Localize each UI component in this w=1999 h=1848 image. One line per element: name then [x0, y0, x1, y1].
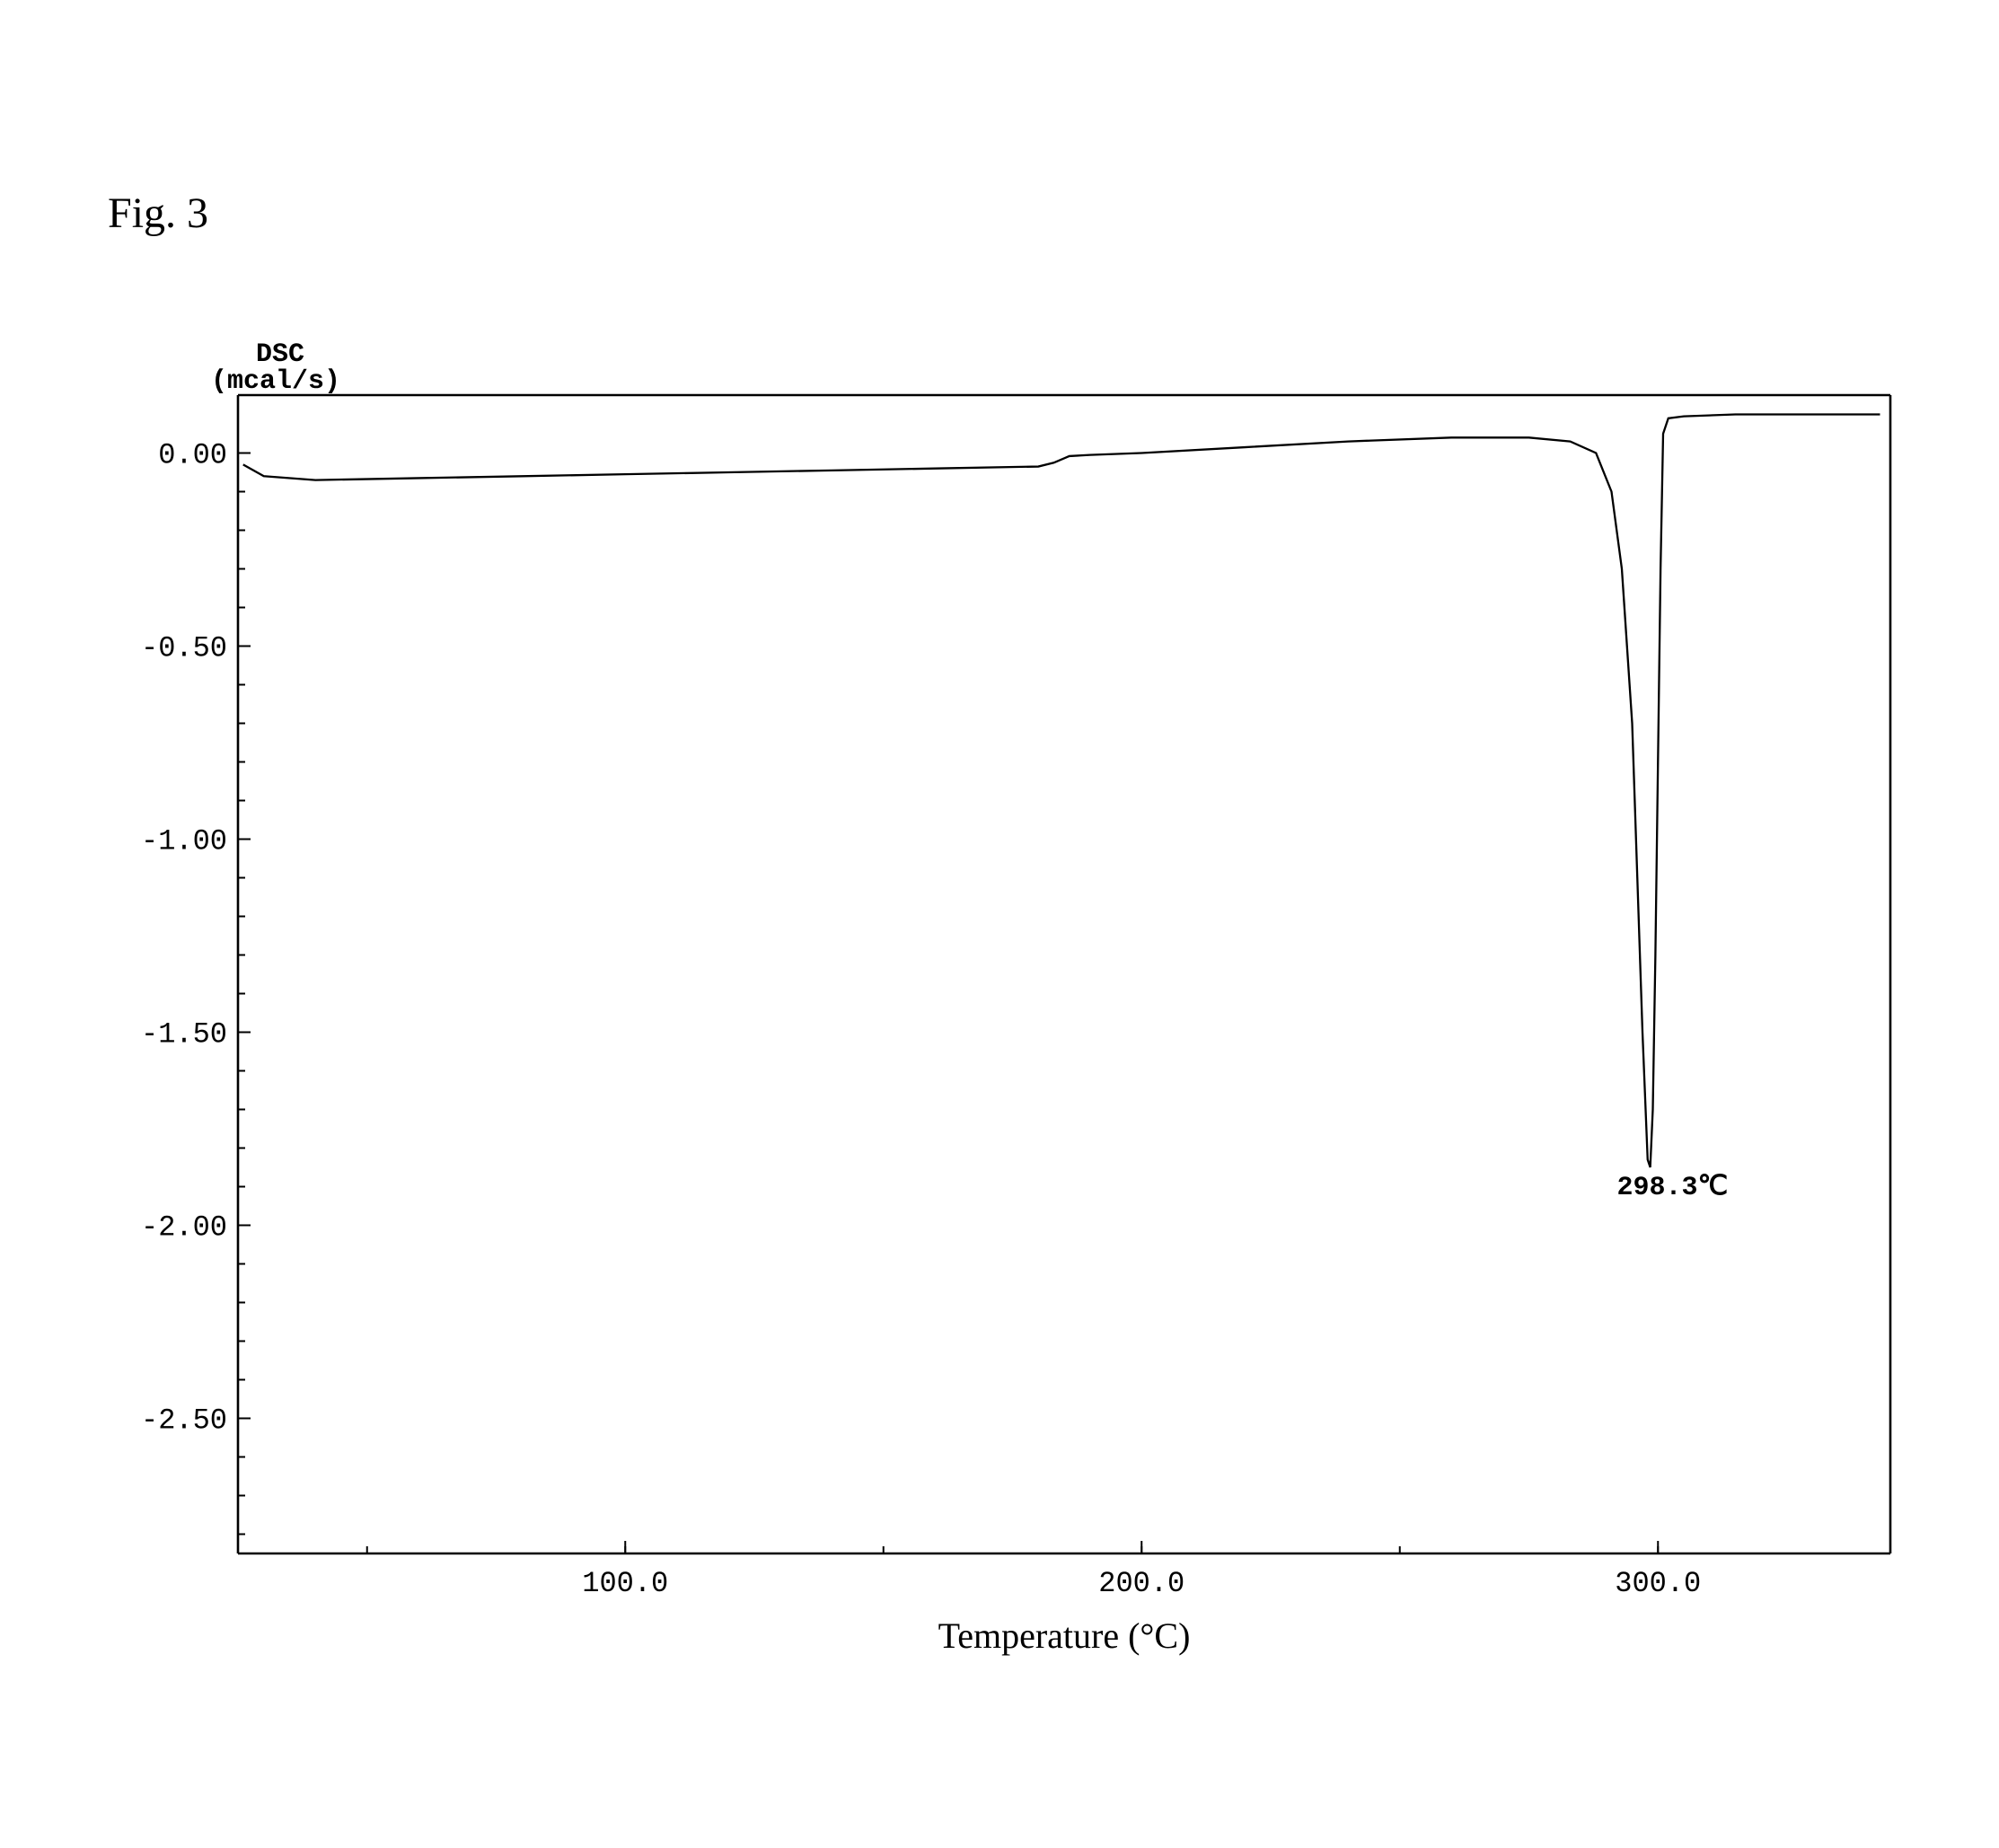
x-tick-label: 200.0	[1098, 1567, 1184, 1600]
y-tick-label: -0.50	[141, 632, 227, 665]
y-tick-label: -2.50	[141, 1404, 227, 1438]
dsc-chart: DSC(mcal/s) 0.00 -0.50 -1.00 -1.50 -2.00 -2.50…	[94, 332, 1908, 1697]
x-axis-title: Temperature (°C)	[938, 1615, 1191, 1656]
y-tick-label: -2.00	[141, 1211, 227, 1245]
figure-label: Fig. 3	[108, 189, 208, 238]
y-tick-label: 0.00	[158, 439, 227, 472]
chart-svg: DSC(mcal/s) 0.00 -0.50 -1.00 -1.50 -2.00 -2.50…	[94, 332, 1908, 1697]
y-unit-bottom: (mcal/s)	[211, 366, 340, 397]
y-tick-label: -1.50	[141, 1018, 227, 1052]
peak-label: 298.3℃	[1617, 1173, 1729, 1203]
x-tick-label: 100.0	[582, 1567, 668, 1600]
x-tick-label: 300.0	[1615, 1567, 1701, 1600]
dsc-curve	[243, 415, 1880, 1168]
y-unit-top: DSC	[256, 339, 304, 370]
y-tick-label: -1.00	[141, 825, 227, 858]
